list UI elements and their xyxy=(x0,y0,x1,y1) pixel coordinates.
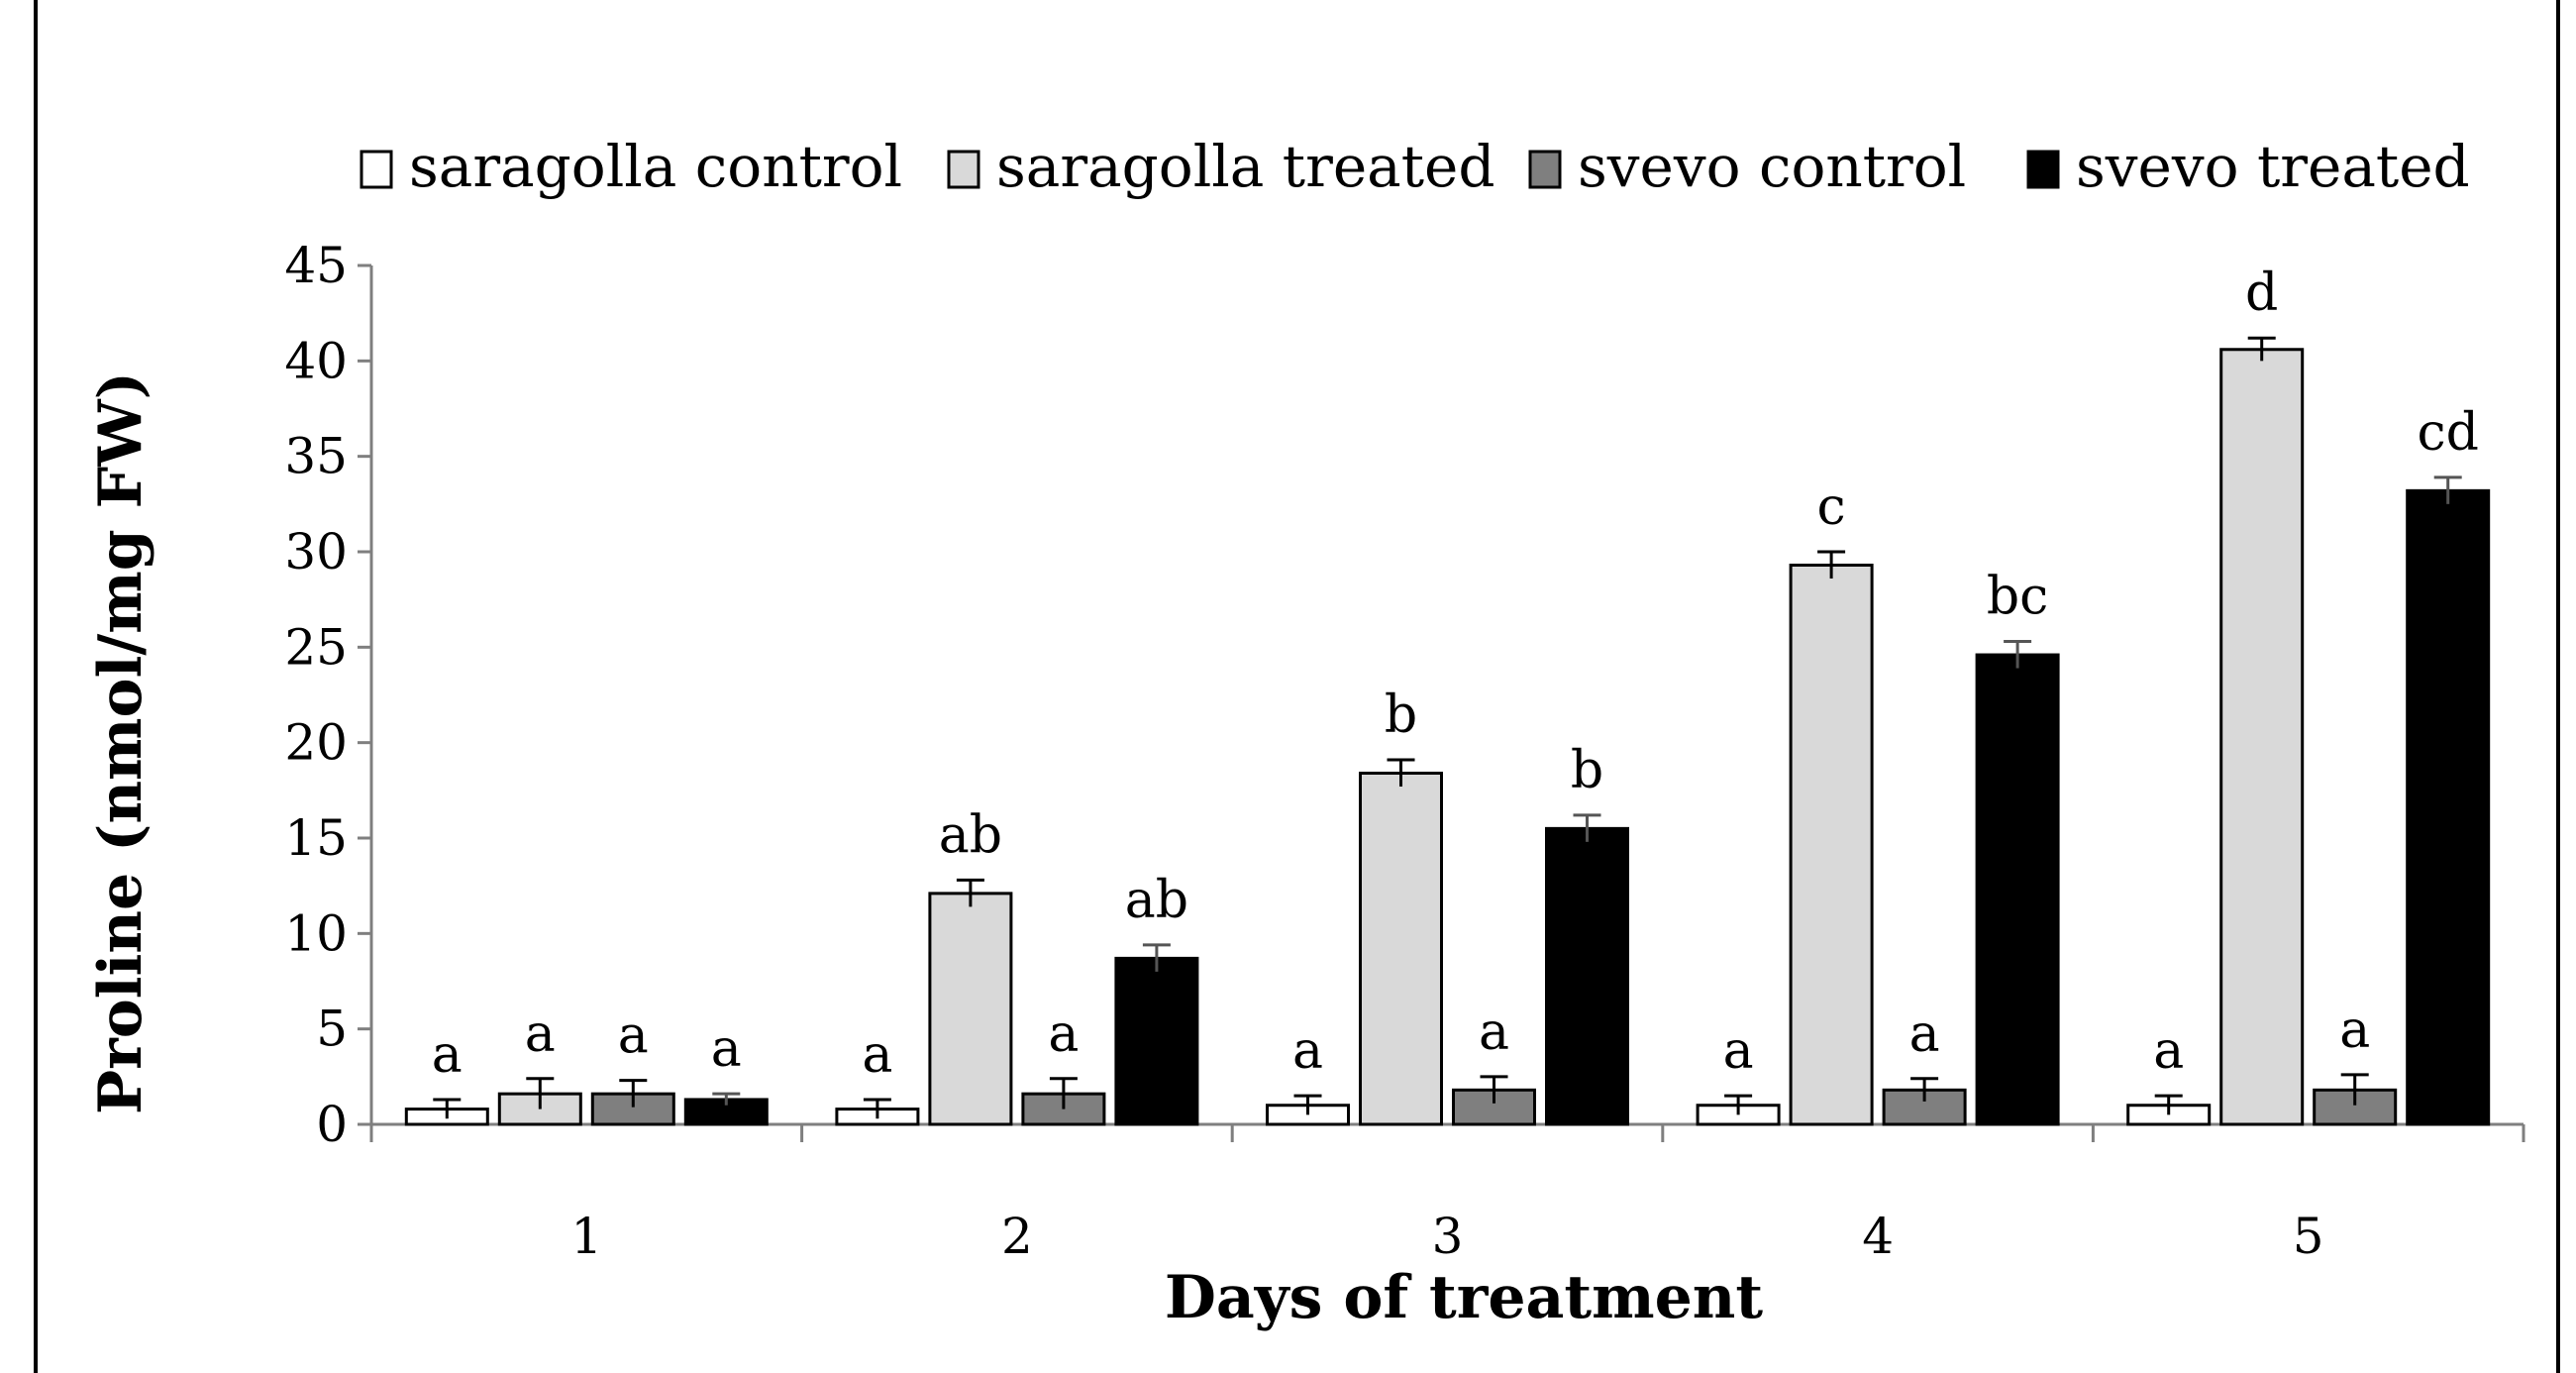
legend-swatch xyxy=(947,150,980,189)
legend-swatch xyxy=(360,150,393,189)
significance-label: ab xyxy=(1125,871,1188,930)
y-tick-label: 35 xyxy=(284,428,348,485)
significance-label: a xyxy=(711,1019,742,1079)
left-frame-border xyxy=(34,0,38,1373)
bar xyxy=(1545,826,1629,1126)
significance-label: cd xyxy=(2417,403,2478,463)
x-axis: 1 2 3 4 5 xyxy=(369,1122,2525,1265)
significance-label: b xyxy=(1571,741,1603,800)
legend-label: svevo treated xyxy=(2076,133,2470,200)
legend-label: svevo control xyxy=(1578,133,1966,200)
significance-label: a xyxy=(618,1006,649,1066)
y-tick-label: 10 xyxy=(284,904,348,962)
bar xyxy=(1359,771,1443,1126)
significance-label: a xyxy=(525,1004,556,1064)
legend-label: saragolla control xyxy=(409,133,902,200)
y-tick-label: 45 xyxy=(284,237,348,294)
significance-label: c xyxy=(1817,477,1846,537)
bar xyxy=(2406,488,2491,1126)
y-tick-label: 40 xyxy=(284,332,348,389)
bar-series xyxy=(404,348,2491,1126)
x-tick-label: 4 xyxy=(1862,1208,1894,1265)
significance-label: a xyxy=(1909,1004,1940,1064)
x-axis-title: Days of treatment xyxy=(1165,1263,1764,1332)
legend-swatch xyxy=(1528,150,1562,189)
x-tick-label: 5 xyxy=(2293,1208,2324,1265)
x-tick-label: 3 xyxy=(1432,1208,1464,1265)
significance-label: a xyxy=(1048,1004,1079,1064)
legend-label: saragolla treated xyxy=(996,133,1495,200)
right-frame-border xyxy=(2556,0,2560,1373)
error-bars xyxy=(433,336,2462,1119)
significance-label: b xyxy=(1385,686,1417,745)
legend-swatch xyxy=(2026,150,2060,189)
significance-label: a xyxy=(432,1025,463,1085)
y-tick-label: 20 xyxy=(284,714,348,772)
bar xyxy=(2219,348,2305,1126)
significance-label: bc xyxy=(1987,568,2048,627)
significance-label: a xyxy=(2339,1001,2370,1060)
significance-label: a xyxy=(2153,1021,2184,1081)
y-tick-label: 25 xyxy=(284,618,348,676)
y-tick-label: 5 xyxy=(316,1001,348,1058)
y-tick-label: 15 xyxy=(284,809,348,867)
bar xyxy=(1975,653,2060,1126)
x-tick-label: 1 xyxy=(570,1208,602,1265)
y-axis-title: Proline (nmol/mg FW) xyxy=(86,371,155,1114)
x-tick-label: 2 xyxy=(1001,1208,1033,1265)
bar xyxy=(928,892,1013,1126)
bar xyxy=(1114,956,1199,1126)
y-axis: 0 5 10 15 20 25 30 35 40 45 xyxy=(284,237,373,1153)
legend: saragolla control saragolla treated svevo … xyxy=(360,133,2470,200)
bar xyxy=(1789,563,1874,1126)
significance-label: ab xyxy=(939,805,1002,865)
significance-label: a xyxy=(1723,1021,1754,1081)
y-tick-label: 0 xyxy=(316,1096,348,1153)
significance-label: a xyxy=(1292,1021,1323,1081)
significance-label: a xyxy=(1479,1003,1509,1062)
y-tick-label: 30 xyxy=(284,523,348,581)
significance-label: a xyxy=(862,1025,892,1085)
significance-label: d xyxy=(2245,264,2278,323)
